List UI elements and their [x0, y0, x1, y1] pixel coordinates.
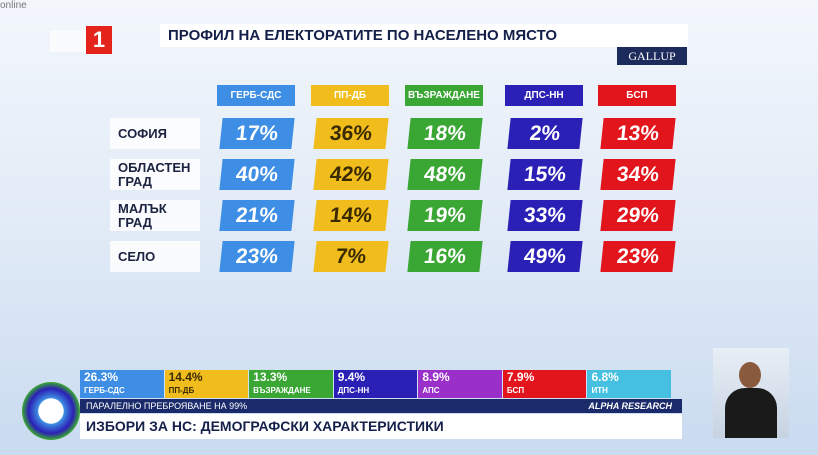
column-header: ДПС-НН: [505, 85, 583, 106]
result-value: 14.4%: [168, 370, 203, 384]
cell: 2%: [507, 118, 583, 149]
result-party: ДПС-НН: [337, 386, 370, 395]
result-party: АПС: [422, 386, 440, 395]
cell: 34%: [600, 159, 676, 190]
result-value: 8.9%: [422, 370, 450, 384]
cell: 18%: [407, 118, 483, 149]
column-header: БСП: [598, 85, 676, 106]
result-segment: 13.3% ВЪЗРАЖДАНЕ: [249, 370, 333, 398]
result-party: ВЪЗРАЖДАНЕ: [253, 386, 311, 395]
cell: 13%: [600, 118, 676, 149]
cell: 42%: [313, 159, 389, 190]
result-segment: 9.4% ДПС-НН: [333, 370, 418, 398]
result-segment: 7.9% БСП: [502, 370, 587, 398]
corner-label: online: [0, 0, 27, 11]
result-segment: 26.3% ГЕРБ-СДС: [80, 370, 164, 398]
result-segment: 14.4% ПП-ДБ: [164, 370, 249, 398]
result-party: БСП: [506, 386, 525, 395]
channel-logo: 1: [86, 26, 112, 54]
gallup-logo: GALLUP: [617, 47, 687, 65]
sign-interpreter: [713, 348, 789, 438]
cell: 48%: [407, 159, 483, 190]
cell: 29%: [600, 200, 676, 231]
election-logo: [22, 382, 80, 440]
cell: 40%: [219, 159, 295, 190]
cell: 17%: [219, 118, 295, 149]
result-value: 26.3%: [84, 370, 119, 384]
title: ПРОФИЛ НА ЕЛЕКТОРАТИТЕ ПО НАСЕЛЕНО МЯСТО: [160, 24, 688, 47]
result-party: ИТН: [591, 386, 608, 395]
result-value: 6.8%: [591, 370, 619, 384]
cell: 21%: [219, 200, 295, 231]
result-value: 9.4%: [337, 370, 366, 384]
result-party: ГЕРБ-СДС: [84, 386, 125, 395]
note: ПАРАЛЕЛНО ПРЕБРОЯВАНЕ НА 99%: [86, 401, 248, 411]
result-party: ПП-ДБ: [168, 386, 195, 395]
cell: 36%: [313, 118, 389, 149]
row-label: МАЛЪК ГРАД: [110, 200, 200, 231]
cell: 15%: [507, 159, 583, 190]
cell: 23%: [600, 241, 676, 272]
result-value: 13.3%: [253, 370, 288, 384]
column-header: ВЪЗРАЖДАНЕ: [405, 85, 483, 106]
result-segment: 6.8% ИТН: [587, 370, 672, 398]
result-value: 7.9%: [506, 370, 535, 384]
row-label: СЕЛО: [110, 241, 200, 272]
source: ALPHA RESEARCH: [588, 401, 672, 411]
column-header: ГЕРБ-СДС: [217, 85, 295, 106]
headline: ИЗБОРИ ЗА НС: ДЕМОГРАФСКИ ХАРАКТЕРИСТИКИ: [80, 414, 682, 439]
cell: 19%: [407, 200, 483, 231]
cell: 7%: [313, 241, 389, 272]
results-bar: 26.3% ГЕРБ-СДС 14.4% ПП-ДБ 13.3% ВЪЗРАЖДАНЕ 9.…: [80, 370, 672, 398]
interpreter-head: [739, 362, 761, 388]
row-label: ОБЛАСТЕН ГРАД: [110, 159, 200, 190]
cell: 33%: [507, 200, 583, 231]
result-segment: 8.9% АПС: [418, 370, 502, 398]
note-bar: ПАРАЛЕЛНО ПРЕБРОЯВАНЕ НА 99% ALPHA RESEA…: [80, 399, 682, 413]
cell: 49%: [507, 241, 583, 272]
cell: 23%: [219, 241, 295, 272]
cell: 16%: [407, 241, 483, 272]
interpreter-body: [725, 388, 777, 438]
row-label: СОФИЯ: [110, 118, 200, 149]
cell: 14%: [313, 200, 389, 231]
column-header: ПП-ДБ: [311, 85, 389, 106]
